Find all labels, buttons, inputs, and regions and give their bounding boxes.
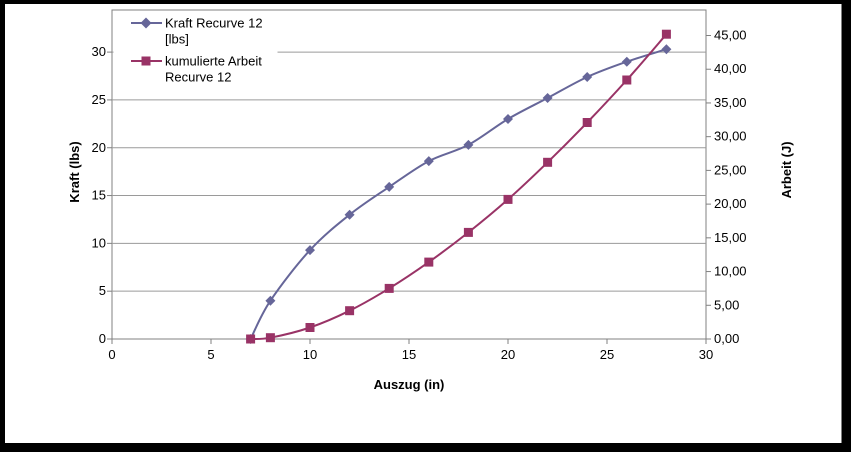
square-marker-icon [622, 75, 632, 85]
diamond-marker-icon [542, 93, 553, 103]
diamond-marker-icon [265, 295, 276, 306]
y-left-tick-label: 25 [92, 92, 106, 107]
square-marker-icon [463, 227, 473, 237]
y-left-tick-label: 15 [92, 188, 106, 203]
series-layer [245, 29, 672, 344]
x-tick-label: 15 [402, 347, 416, 362]
y-axis-right: 0,00 5,00 10,00 15,00 20,00 25,00 30,00 … [714, 28, 747, 347]
square-marker-icon [265, 333, 275, 343]
diamond-marker-icon [503, 114, 513, 124]
y-left-tick-label: 20 [92, 140, 106, 155]
legend-item-arbeit: kumulierte Arbeit Recurve 12 [131, 54, 262, 85]
diamond-marker-icon [305, 245, 315, 256]
legend-arbeit-label-line2: Recurve 12 [165, 70, 231, 85]
frame-top [0, 0, 851, 4]
y-axis-left: 0 5 10 15 20 25 30 [92, 44, 106, 346]
y-left-tick-label: 5 [99, 283, 106, 298]
x-tick-label: 30 [699, 347, 713, 362]
y-right-tick-label: 10,00 [714, 264, 747, 279]
square-marker-icon [384, 283, 394, 293]
frame-left [0, 0, 5, 452]
legend-item-kraft: Kraft Recurve 12 [lbs] [131, 16, 263, 47]
x-tick-label: 0 [108, 347, 115, 362]
diamond-marker-icon [463, 139, 474, 150]
y-right-tick-label: 30,00 [714, 129, 747, 144]
y-left-tick-label: 10 [92, 236, 106, 251]
legend-kraft-label-line2: [lbs] [165, 32, 189, 47]
x-axis-title: Auszug (in) [374, 377, 445, 392]
y-right-axis-title: Arbeit (J) [779, 141, 794, 198]
y-right-tick-label: 45,00 [714, 28, 747, 43]
diamond-marker-icon [344, 209, 355, 220]
x-tick-label: 10 [303, 347, 317, 362]
diamond-marker-icon [661, 44, 672, 55]
frame-bottom [0, 443, 851, 452]
legend-kraft-diamond-icon [140, 17, 152, 29]
axis-tick-marks [107, 35, 711, 344]
y-right-tick-label: 35,00 [714, 95, 747, 110]
square-marker-icon [305, 323, 315, 332]
y-left-tick-label: 0 [99, 331, 106, 346]
gridlines [112, 51, 706, 292]
diamond-marker-icon [423, 156, 434, 167]
y-right-tick-label: 25,00 [714, 163, 747, 178]
square-marker-icon [503, 194, 513, 204]
square-marker-icon [661, 29, 671, 39]
y-right-tick-label: 5,00 [714, 298, 739, 313]
frame-inner-line [841, 4, 842, 443]
series-arbeit [246, 29, 671, 344]
x-tick-label: 25 [600, 347, 614, 362]
legend-background [113, 11, 278, 96]
y-right-tick-label: 40,00 [714, 61, 747, 76]
square-marker-icon [543, 157, 553, 167]
legend-kraft-label-line1: Kraft Recurve 12 [165, 16, 263, 31]
square-marker-icon [345, 306, 355, 316]
legend: Kraft Recurve 12 [lbs] kumulierte Arbeit… [113, 11, 278, 96]
legend-arbeit-label-line1: kumulierte Arbeit [165, 54, 262, 69]
diamond-marker-icon [621, 56, 632, 67]
x-axis: 0 5 10 15 20 25 30 [108, 347, 713, 362]
diamond-marker-icon [582, 72, 593, 82]
y-right-tick-label: 20,00 [714, 196, 747, 211]
y-right-tick-label: 15,00 [714, 230, 747, 245]
x-tick-label: 20 [501, 347, 515, 362]
frame-right [842, 0, 851, 452]
y-right-tick-label: 0,00 [714, 331, 739, 346]
y-left-tick-label: 30 [92, 44, 106, 59]
square-marker-icon [582, 118, 592, 127]
diamond-marker-icon [384, 181, 395, 192]
square-marker-icon [424, 257, 434, 267]
square-marker-icon [246, 334, 256, 344]
y-left-axis-title: Kraft (lbs) [67, 141, 82, 202]
x-tick-label: 5 [207, 347, 214, 362]
legend-arbeit-square-icon [141, 56, 151, 66]
